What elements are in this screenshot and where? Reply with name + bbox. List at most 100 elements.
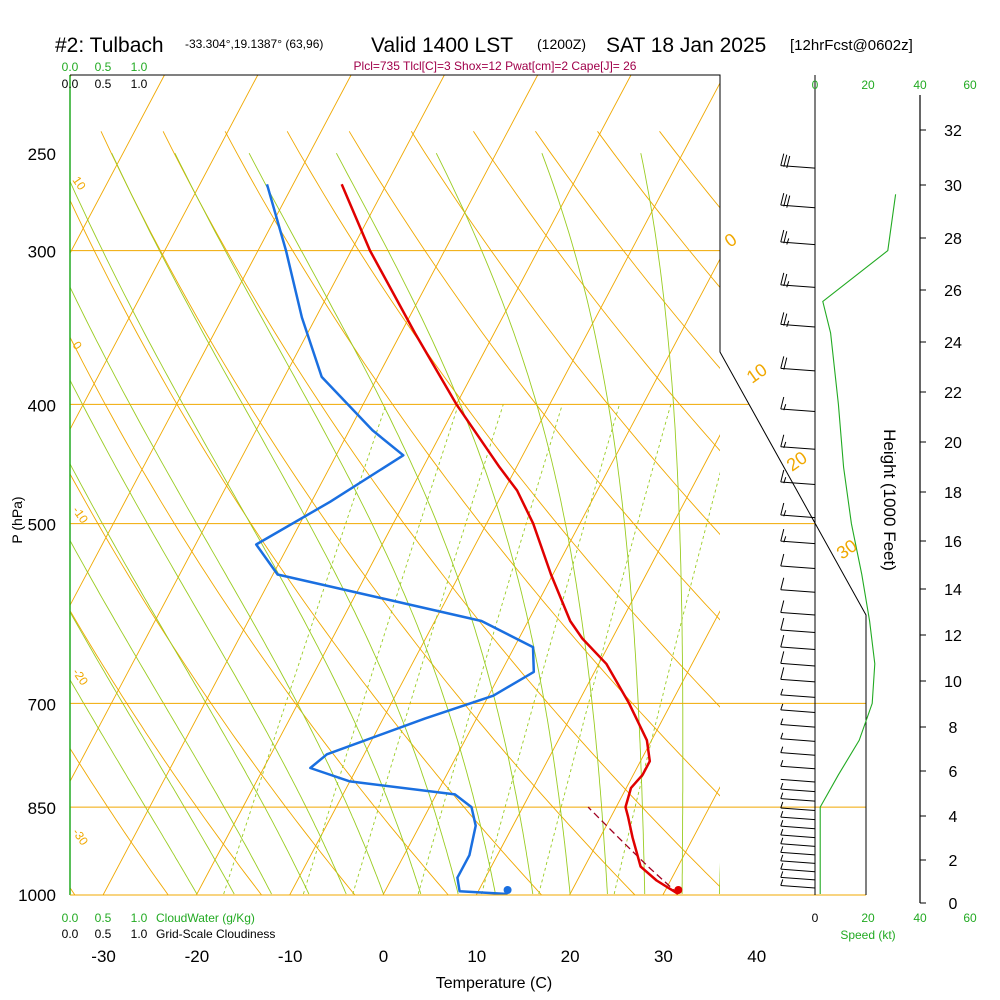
dry-adiabat-line — [224, 131, 720, 797]
dry-adiabat-line — [100, 131, 636, 895]
wind-barb-half-flag — [783, 441, 787, 449]
wind-barb-flag — [780, 312, 785, 325]
wind-speed-profile — [819, 194, 897, 894]
isotherm-label: 0 — [721, 229, 741, 251]
wind-barb-flag — [780, 553, 785, 567]
valid-time: Valid 1400 LST — [371, 34, 513, 57]
wind-barb-half-flag — [786, 238, 790, 245]
height-tick-label: 28 — [944, 231, 962, 248]
mixing-ratio-line — [223, 404, 387, 895]
isotherm-line — [569, 610, 720, 895]
mixing-ratio-label: 12 — [527, 897, 546, 916]
pressure-axis: 250 300 400 500 700 850 1000 — [18, 145, 56, 905]
moist-adiabat-line — [70, 611, 235, 895]
wind-barb-half-flag — [780, 810, 784, 818]
cloudiness-top-tick: 1.0 — [131, 77, 148, 91]
wind-barb-flag — [780, 469, 785, 483]
height-tick-label: 10 — [944, 674, 962, 691]
speed-tick-bottom: 60 — [963, 911, 977, 925]
pressure-tick-label: 1000 — [18, 886, 56, 905]
x-tick-label: -30 — [91, 947, 116, 966]
cloud-water-top-tick: 0.5 — [95, 60, 112, 74]
dry-adiabat-line — [70, 609, 263, 895]
moist-adiabat-line — [336, 152, 571, 895]
speed-tick-top: 20 — [861, 78, 875, 92]
isotherm-label: 20 — [783, 447, 811, 475]
wind-barb-staff — [780, 752, 816, 756]
surface-temperature-dot — [674, 886, 683, 894]
speed-axis-label: Speed (kt) — [840, 928, 895, 942]
isotherm-label: 10 — [743, 359, 771, 387]
wind-barb-staff — [780, 629, 816, 634]
speed-tick-top: 60 — [963, 78, 977, 92]
wind-barb-half-flag — [786, 320, 790, 327]
pressure-tick-label: 250 — [28, 145, 56, 164]
wind-barb-half-flag — [780, 760, 784, 767]
wind-barb-half-flag — [780, 801, 784, 809]
wind-barb-half-flag — [783, 477, 787, 484]
wind-barb-half-flag — [780, 837, 784, 844]
height-tick-label: 2 — [949, 853, 958, 870]
wind-barb-staff — [780, 788, 816, 793]
height-tick-label: 14 — [944, 582, 962, 599]
wind-barb-staff — [780, 565, 816, 570]
top-right-frame — [70, 74, 867, 895]
pressure-tick-label: 300 — [28, 243, 56, 262]
wind-barbs — [780, 153, 816, 889]
isotherm-line — [70, 75, 72, 79]
cloudiness-top-tick: 0.5 — [95, 77, 112, 91]
wind-barb-staff — [780, 408, 816, 413]
forecast-label: [12hrFcst@0602z] — [790, 37, 913, 54]
cloud-water-label: CloudWater (g/Kg) — [156, 911, 255, 925]
wind-barb-flag — [783, 231, 788, 244]
height-tick-label: 32 — [944, 123, 962, 140]
temp-edge-label: 10 — [70, 174, 89, 193]
wind-barb-staff — [780, 778, 816, 783]
wind-barb-staff — [780, 662, 816, 667]
moist-adiabat-line — [248, 152, 534, 895]
dry-adiabat-line — [70, 747, 169, 895]
wind-barb-staff — [780, 884, 816, 889]
mixing-ratio-line — [538, 404, 672, 895]
wind-barb-staff — [780, 678, 816, 683]
wind-barb-staff — [780, 807, 816, 811]
mixing-ratio-line — [613, 471, 720, 895]
wind-barb-staff — [780, 860, 816, 864]
mixing-ratio-label: 2 — [292, 901, 306, 916]
wind-barb-flag — [783, 194, 788, 207]
wind-barb-flag — [780, 528, 785, 542]
isotherm-label: 30 — [833, 535, 861, 563]
x-tick-label: 40 — [747, 947, 766, 966]
wind-barb-flag — [780, 193, 785, 206]
speed-tick-top: 0 — [812, 78, 819, 92]
cloudiness-bottom-tick: 1.0 — [131, 927, 148, 941]
height-tick-label: 6 — [949, 764, 958, 781]
sounding-profiles — [254, 183, 679, 895]
wind-barb-half-flag — [786, 281, 790, 288]
cloudiness-bottom-tick: 0.5 — [95, 927, 112, 941]
dry-adiabat-line — [846, 131, 1000, 920]
wind-barb-flag — [780, 502, 785, 516]
isotherm-line — [756, 75, 1000, 895]
dry-adiabat-line — [162, 131, 720, 888]
isotherm-line — [70, 75, 352, 607]
moist-adiabat-line — [70, 678, 198, 895]
height-tick-label: 12 — [944, 628, 962, 645]
x-tick-label: -20 — [185, 947, 210, 966]
parcel-path-line — [587, 806, 679, 895]
speed-tick-bottom: 0 — [812, 911, 819, 925]
wind-barb-staff — [780, 204, 816, 209]
moist-adiabat-line — [70, 180, 422, 895]
isotherm-line — [102, 75, 539, 895]
cloud-scales: 0.0 0.0 0.0 0.0 0.5 0.5 0.5 0.5 1.0 1.0 1.0 1.0 — [62, 60, 148, 941]
wind-barb-flag — [780, 229, 785, 243]
cloud-water-bottom-tick: 0.0 — [62, 911, 79, 925]
temperature-line — [340, 183, 679, 895]
x-tick-label: 10 — [467, 947, 486, 966]
height-tick-label: 18 — [944, 485, 962, 502]
speed-tick-bottom: 40 — [913, 911, 927, 925]
pressure-tick-label: 850 — [28, 799, 56, 818]
y-axis-label: P (hPa) — [9, 496, 25, 543]
wind-barb-flag — [780, 634, 785, 648]
